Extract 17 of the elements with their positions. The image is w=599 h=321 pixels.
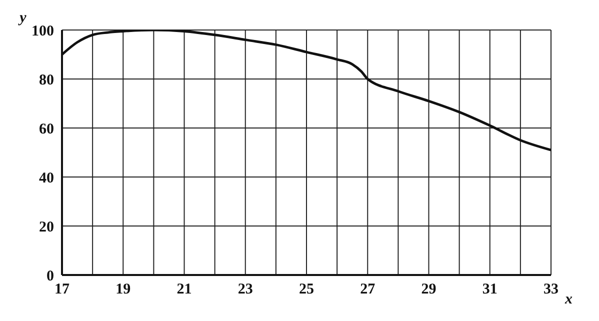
x-tick-label: 21 <box>176 282 192 298</box>
y-tick-label: 20 <box>39 219 54 236</box>
y-tick-label: 0 <box>46 268 54 284</box>
x-axis-title: x <box>564 291 573 308</box>
y-tick-label: 80 <box>39 72 54 88</box>
x-tick-label: 29 <box>421 282 436 298</box>
y-axis-title: y <box>18 10 27 26</box>
x-tick-label: 17 <box>54 282 70 298</box>
x-tick-label: 31 <box>482 282 498 298</box>
y-tick-label: 40 <box>39 170 54 186</box>
x-tick-label: 33 <box>544 282 558 298</box>
x-tick-label: 25 <box>299 282 314 298</box>
y-tick-label: 100 <box>32 23 54 40</box>
x-tick-label: 23 <box>238 282 253 298</box>
y-tick-label: 60 <box>39 121 54 138</box>
x-tick-label: 27 <box>360 282 376 298</box>
x-tick-label: 19 <box>116 282 131 298</box>
